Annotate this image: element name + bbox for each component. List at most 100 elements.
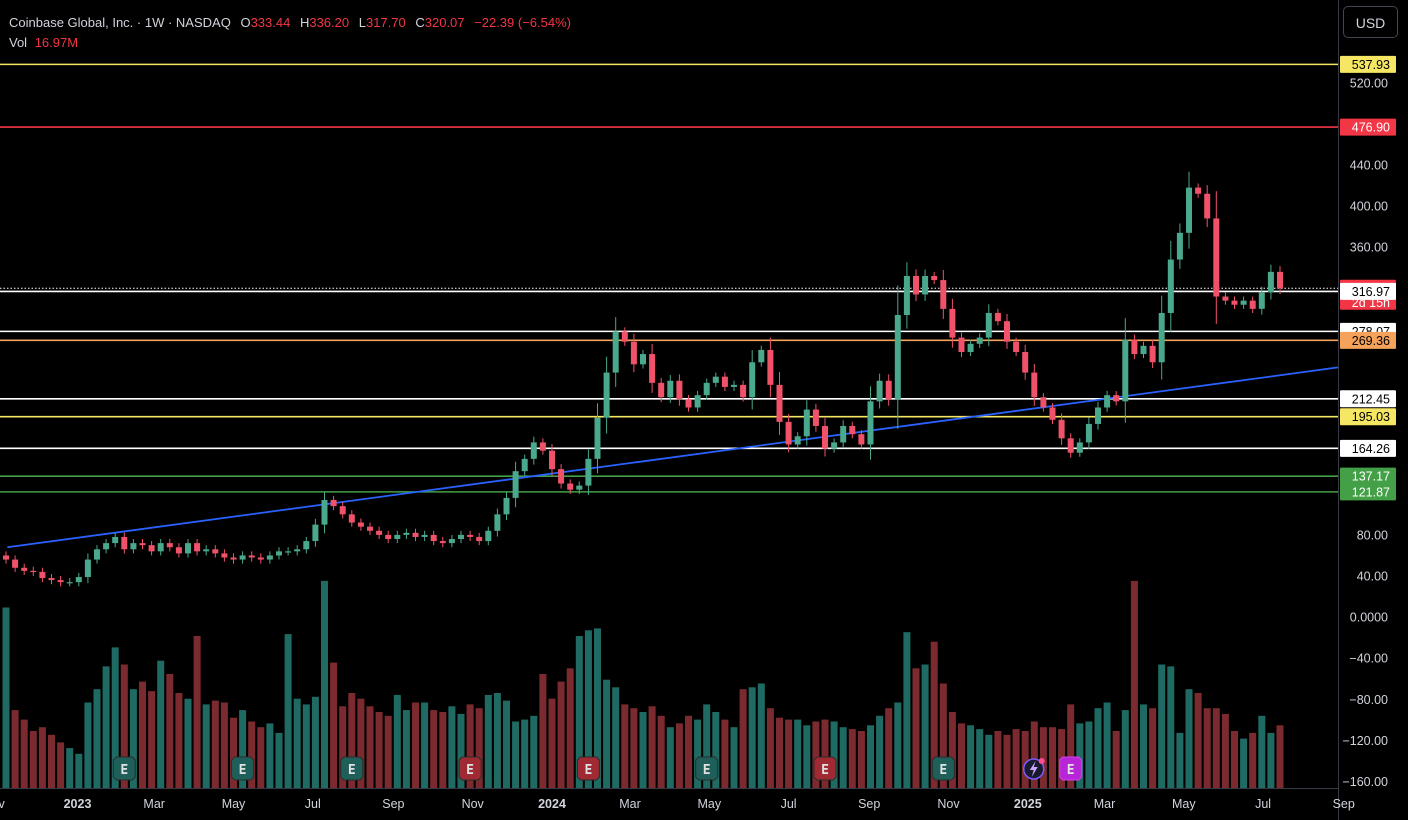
earnings-badge (931, 756, 955, 781)
candle (658, 382, 665, 398)
currency-button[interactable]: USD (1343, 6, 1398, 38)
candle (1149, 345, 1156, 363)
time-tick-label: 2025 (1014, 797, 1042, 811)
volume-bar (202, 704, 210, 788)
candle (1004, 321, 1010, 342)
level-price-badge: 195.03 (1340, 408, 1396, 426)
time-tick-label: May (1172, 797, 1196, 811)
volume-bar (694, 719, 702, 788)
earnings-letter: E (120, 763, 128, 778)
level-badge-bg (1340, 483, 1396, 501)
candle (130, 543, 137, 550)
earnings-marker[interactable]: E (231, 756, 255, 781)
earnings-marker[interactable]: E (112, 756, 136, 781)
price-tick-label: 400.00 (1350, 200, 1388, 214)
earnings-marker[interactable]: E (1059, 756, 1083, 781)
volume-bar (939, 683, 947, 788)
candle (521, 458, 528, 472)
volume-bar (839, 727, 847, 788)
candle (876, 380, 883, 402)
candle (867, 401, 874, 445)
volume-bar (439, 712, 447, 788)
volume-bar (48, 734, 55, 788)
volume-bar (912, 668, 920, 788)
candle (1249, 300, 1256, 309)
volume-bar (321, 580, 328, 788)
volume-bar (302, 704, 310, 788)
candle (166, 543, 173, 548)
volume-bar (1231, 731, 1238, 788)
volume-bar (457, 713, 465, 788)
time-tick-label: May (697, 797, 721, 811)
volume-bar (1130, 580, 1138, 788)
time-tick-label: Jul (305, 797, 321, 811)
volume-bar (211, 700, 219, 788)
volume-bar (521, 719, 529, 788)
volume-bar (184, 698, 192, 788)
volume-bar (857, 731, 865, 788)
candle (476, 536, 483, 542)
earnings-badge (576, 756, 600, 781)
earnings-marker[interactable]: E (813, 756, 837, 781)
volume-bar (703, 704, 711, 788)
open-label: O (240, 15, 251, 30)
volume-bar (1203, 708, 1211, 788)
volume-bar (821, 719, 829, 788)
volume-row: Vol 16.97M (9, 33, 571, 53)
volume-bar (11, 710, 19, 788)
earnings-marker[interactable]: E (931, 756, 955, 781)
earnings-letter: E (348, 763, 356, 778)
candle (931, 275, 938, 281)
volume-bar (830, 721, 838, 788)
candle (885, 380, 892, 400)
earnings-marker[interactable]: E (340, 756, 364, 781)
candle (1267, 271, 1274, 293)
volume-bar (1158, 664, 1166, 788)
candle (485, 530, 492, 542)
volume-bar (1240, 738, 1248, 788)
high-label: H (299, 15, 310, 30)
earnings-marker[interactable]: E (695, 756, 719, 781)
candle (558, 469, 565, 484)
volume-bar (712, 712, 720, 788)
volume-bar (848, 729, 856, 788)
candle (194, 543, 201, 552)
volume-bar (1039, 727, 1047, 788)
level-price-badge: 212.45 (1340, 390, 1396, 408)
candle (1040, 397, 1047, 408)
price-tick-label: −120.00 (1342, 734, 1388, 748)
time-tick-label: Jul (1255, 797, 1271, 811)
candle (940, 280, 947, 309)
earnings-marker[interactable]: E (576, 756, 600, 781)
volume-bar (484, 694, 492, 788)
candle (794, 436, 801, 445)
volume-bar (566, 668, 574, 788)
lightning-icon[interactable] (1022, 758, 1045, 780)
volume-bar (157, 660, 165, 788)
volume-bar (412, 702, 419, 788)
level-badge-bg (1340, 408, 1396, 426)
candle (12, 559, 19, 568)
candle (230, 557, 237, 560)
candle (903, 275, 910, 316)
candle (39, 571, 46, 579)
volume-bar (603, 679, 611, 788)
open-value: 333.44 (250, 15, 291, 30)
symbol-title[interactable]: Coinbase Global, Inc. · 1W · NASDAQ (9, 15, 231, 30)
volume-bar (75, 753, 83, 788)
earnings-letter: E (821, 763, 829, 778)
candle (1167, 259, 1174, 313)
lightning-dot (1038, 758, 1045, 764)
candle (585, 458, 592, 486)
candle (785, 421, 792, 445)
candle (667, 380, 674, 398)
volume-bar (1258, 715, 1266, 788)
earnings-marker[interactable]: E (458, 756, 482, 781)
candle (812, 409, 819, 426)
level-badge-label: 537.93 (1352, 58, 1390, 72)
candle (612, 331, 619, 373)
level-price-badge: 164.26 (1340, 439, 1396, 457)
candle (1176, 232, 1183, 260)
